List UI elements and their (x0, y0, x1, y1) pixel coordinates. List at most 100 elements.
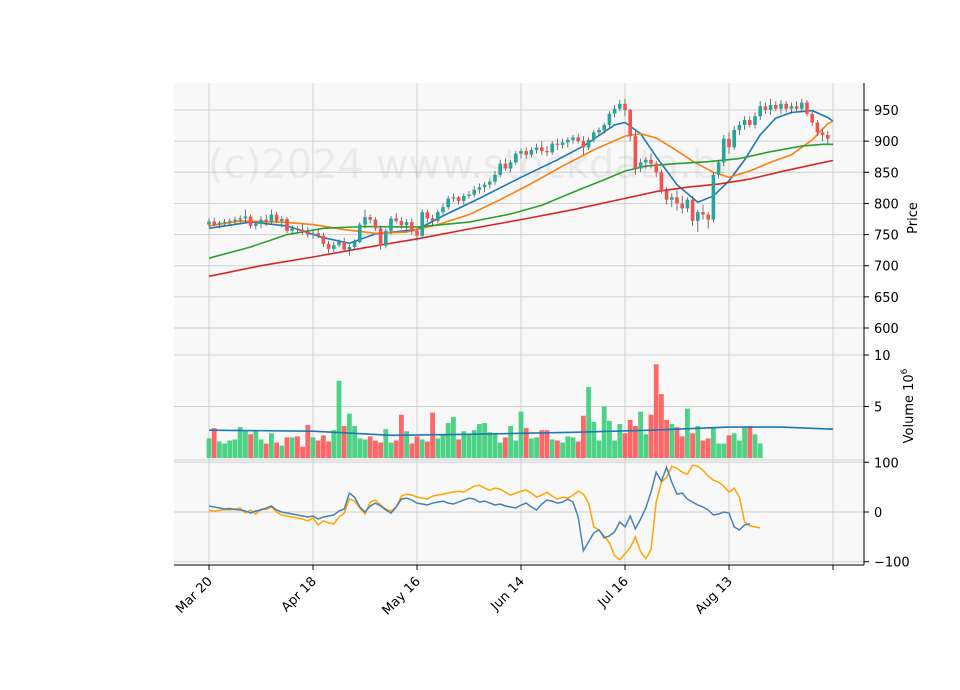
candle-body (493, 174, 497, 182)
candle-body (477, 187, 482, 190)
oscillator-line-signal (208, 465, 750, 554)
volume-bar (633, 426, 638, 458)
candle-body (264, 219, 268, 223)
candle-body (737, 124, 742, 130)
volume-bar (419, 439, 425, 458)
candle-body (794, 106, 799, 109)
price-panel-background (174, 83, 864, 355)
candle-body (394, 218, 398, 221)
volume-bar (352, 426, 357, 458)
candle-body (748, 119, 752, 125)
candle-body (519, 151, 523, 154)
price-tick-label: 800 (874, 197, 899, 212)
candle-body (456, 197, 461, 201)
volume-bar (669, 424, 675, 458)
volume-bar (211, 428, 217, 458)
candle-body (269, 214, 274, 223)
candle-body (566, 139, 570, 143)
volume-bar (404, 431, 409, 458)
candle-body (623, 103, 627, 110)
x-tick-label: Jun 14 (488, 574, 528, 614)
candle-body (389, 218, 393, 231)
volume-bar (222, 443, 227, 458)
candle-body (290, 228, 294, 231)
volume-bar (555, 440, 560, 458)
volume-bar (315, 440, 321, 458)
candle-body (805, 102, 809, 114)
volume-bar (445, 422, 451, 458)
volume-bar (523, 428, 529, 458)
candle-body (800, 102, 804, 109)
oscillator-tick-label: 0 (874, 506, 882, 521)
candle-body (545, 151, 549, 153)
candle-body (243, 216, 248, 219)
candle-body (690, 199, 695, 221)
candle-body (420, 212, 424, 236)
candle-body (774, 105, 778, 109)
oscillator-tick-label: −100 (874, 556, 910, 571)
ma-line-ma-200 (208, 159, 834, 278)
volume-bar (373, 440, 378, 458)
volume-bar (581, 415, 586, 458)
volume-bar (622, 433, 628, 458)
volume-bar (227, 440, 233, 458)
volume-bar (253, 430, 259, 458)
volume-bar (274, 442, 279, 458)
volume-bar (508, 426, 513, 458)
volume-bar (487, 432, 493, 458)
volume-bar (425, 441, 430, 458)
candle-body (462, 195, 466, 201)
volume-bar (367, 436, 373, 458)
candle-body (363, 217, 367, 225)
volume-bar (607, 420, 612, 458)
volume-bar (451, 416, 456, 458)
volume-bar (471, 430, 477, 458)
volume-bar (648, 414, 654, 458)
price-tick-label: 750 (874, 229, 899, 244)
volume-bar (700, 440, 706, 458)
volume-bar (279, 445, 285, 458)
candle-body (810, 113, 814, 123)
candle-body (217, 222, 222, 225)
candle-body (373, 219, 378, 229)
x-tick-label: Apr 18 (279, 574, 320, 615)
candle-body (285, 219, 289, 231)
candle-body (571, 137, 575, 140)
x-tick-label: Aug 13 (693, 574, 736, 617)
candle-body (441, 207, 445, 213)
price-axis-label: Price (906, 202, 921, 234)
candle-body (716, 162, 721, 175)
volume-bar (284, 437, 290, 458)
volume-bar (321, 435, 326, 458)
volume-bar (529, 438, 534, 458)
volume-tick-label: 5 (874, 401, 882, 416)
volume-bar (263, 443, 269, 458)
candle-body (274, 214, 279, 221)
candle-body (228, 220, 232, 223)
candle-body (384, 230, 388, 246)
candle-body (207, 221, 211, 225)
candle-body (560, 142, 565, 145)
candle-body (722, 138, 726, 163)
volume-bar (295, 436, 300, 458)
candle-body (696, 212, 700, 221)
volume-bar (518, 411, 524, 458)
candle-body (300, 229, 305, 233)
ma-line-ma-mid (208, 120, 834, 235)
volume-bar (757, 443, 763, 458)
candle-body (280, 219, 284, 221)
x-tick-label: May 16 (380, 574, 424, 618)
candle-body (254, 223, 258, 226)
volume-bar (679, 436, 685, 458)
oscillator-tick-label: 100 (874, 456, 899, 471)
candle-body (498, 163, 502, 175)
volume-bar (331, 430, 337, 458)
candle-body (815, 122, 820, 133)
volume-bar (596, 440, 602, 458)
volume-bar (248, 434, 253, 458)
volume-bar (591, 421, 597, 458)
candle-body (555, 143, 560, 145)
volume-bar (627, 419, 633, 458)
candle-body (222, 222, 227, 224)
volume-bar (289, 437, 295, 458)
